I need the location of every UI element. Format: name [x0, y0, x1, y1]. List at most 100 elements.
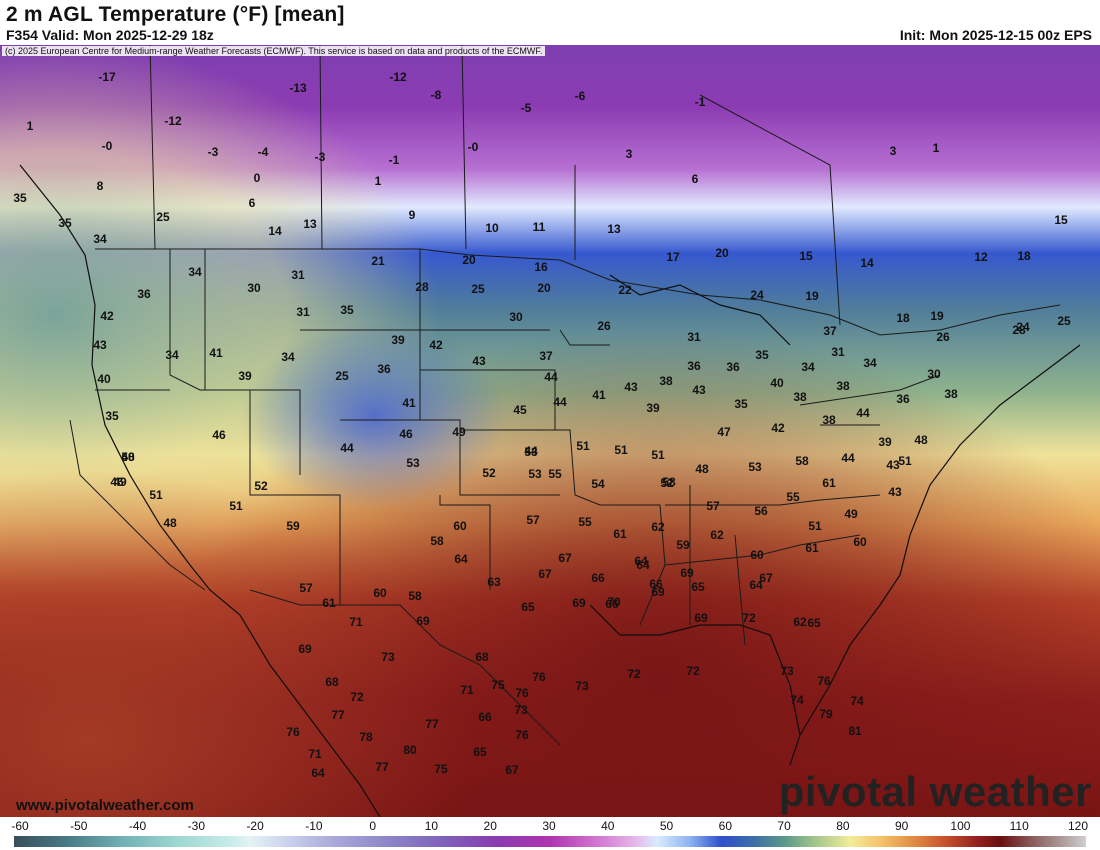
temperature-value: 38: [793, 390, 807, 404]
temperature-value: 49: [113, 475, 127, 489]
temperature-value: 65: [521, 600, 535, 614]
political-boundaries: [69, 45, 1061, 746]
temperature-value: 71: [349, 615, 363, 629]
temperature-value: 58: [408, 589, 422, 603]
temperature-value: 52: [660, 476, 674, 490]
temperature-value: 64: [454, 552, 468, 566]
temperature-value: 31: [296, 305, 310, 319]
temperature-value: -0: [102, 139, 113, 153]
temperature-value: 19: [930, 309, 944, 323]
temperature-value: 61: [613, 527, 627, 541]
temperature-value: 51: [614, 443, 628, 457]
temperature-value: 36: [137, 287, 151, 301]
temperature-value: 77: [331, 708, 345, 722]
temperature-value: 67: [558, 551, 572, 565]
temperature-value: 43: [93, 338, 107, 352]
temperature-value: 8: [97, 179, 104, 193]
temperature-value: 35: [734, 397, 748, 411]
scale-tick: 10: [424, 819, 439, 833]
temperature-value: 22: [618, 283, 632, 297]
temperature-value: 21: [371, 254, 385, 268]
temperature-value: 53: [524, 445, 538, 459]
temperature-value: 38: [836, 379, 850, 393]
temperature-value: 69: [694, 611, 708, 625]
scale-tick: 20: [483, 819, 497, 833]
temperature-value: 44: [841, 451, 855, 465]
temperature-value: 43: [692, 383, 706, 397]
temperature-value: 57: [706, 499, 720, 513]
temperature-value: 51: [808, 519, 822, 533]
temperature-value: 75: [434, 762, 448, 776]
temperature-value: 67: [538, 567, 552, 581]
temperature-value: 66: [478, 710, 492, 724]
temperature-value: 81: [848, 724, 862, 738]
temperature-value: 48: [121, 450, 135, 464]
temperature-value: 38: [944, 387, 958, 401]
temperature-value: 41: [592, 388, 606, 402]
scale-tick: 60: [718, 819, 733, 833]
temperature-value: 35: [755, 348, 769, 362]
temperature-value: 36: [687, 359, 701, 373]
temperature-value: 51: [651, 448, 665, 462]
temperature-value: 34: [165, 348, 179, 362]
temperature-value: 52: [254, 479, 268, 493]
temperature-value: 38: [659, 374, 673, 388]
temperature-value: 15: [799, 249, 813, 263]
temperature-value: 11: [533, 220, 546, 234]
scale-tick: -30: [187, 819, 205, 833]
temperature-value: 38: [822, 413, 836, 427]
temperature-value: -8: [431, 88, 442, 102]
temperature-value: 59: [676, 538, 690, 552]
temperature-value: -4: [258, 145, 269, 159]
temperature-value: 37: [539, 349, 553, 363]
valid-time: F354 Valid: Mon 2025-12-29 18z: [6, 27, 214, 43]
temperature-value: 17: [666, 250, 680, 264]
temperature-value: 53: [748, 460, 762, 474]
temperature-value: 48: [914, 433, 928, 447]
temperature-value: 1: [375, 174, 382, 188]
temperature-value: 48: [695, 462, 709, 476]
temperature-value: 24: [1016, 320, 1030, 334]
color-scale: -60 -50 -40 -30 -20 -10 0 10 20 30 40 50 60 70 80 90 100…: [0, 817, 1100, 850]
temperature-value: 36: [726, 360, 740, 374]
temperature-value: 20: [715, 246, 729, 260]
temperature-value: 71: [460, 683, 474, 697]
temperature-value: 69: [572, 596, 586, 610]
scale-tick: -20: [246, 819, 264, 833]
scale-tick: 0: [369, 819, 376, 833]
temperature-value: 60: [373, 586, 387, 600]
temperature-value: 40: [770, 376, 784, 390]
temperature-value: 60: [750, 548, 764, 562]
temperature-value: 53: [528, 467, 542, 481]
temperature-value: -3: [208, 145, 219, 159]
map-title: 2 m AGL Temperature (°F) [mean]: [6, 3, 345, 26]
scale-tick: 120: [1067, 819, 1089, 833]
temperature-value: 69: [416, 614, 430, 628]
temperature-value: 51: [898, 454, 912, 468]
map-header: 2 m AGL Temperature (°F) [mean] F354 Val…: [0, 0, 1100, 45]
temperature-value: -6: [575, 89, 586, 103]
temperature-value: 65: [473, 745, 487, 759]
temperature-value: 62: [651, 520, 665, 534]
temperature-value: 14: [860, 256, 874, 270]
temperature-value: 62: [710, 528, 724, 542]
scale-tick: 80: [836, 819, 850, 833]
temperature-value: 20: [462, 253, 476, 267]
temperature-value: 18: [1017, 249, 1031, 263]
temperature-value: 34: [93, 232, 107, 246]
temperature-value: 61: [805, 541, 819, 555]
temperature-map: -17 -13 -12 -12 -8 -6 -5 -1 1 -0 -3 -4 -3 -1 -0 8 0 1 3 6 3 1…: [0, 45, 1100, 817]
temperature-value: 63: [487, 575, 501, 589]
temperature-value: 46: [399, 427, 413, 441]
temperature-value: 69: [651, 585, 665, 599]
temperature-value: 15: [1054, 213, 1068, 227]
temperature-value: 57: [526, 513, 540, 527]
temperature-value: 70: [607, 595, 621, 609]
temperature-value: 64: [634, 554, 648, 568]
scale-tick: 90: [894, 819, 909, 833]
temperature-value: 35: [105, 409, 119, 423]
temperature-value: 60: [453, 519, 467, 533]
temperature-value: 31: [687, 330, 701, 344]
temperature-value: 76: [515, 728, 529, 742]
scale-tick: 30: [542, 819, 556, 833]
